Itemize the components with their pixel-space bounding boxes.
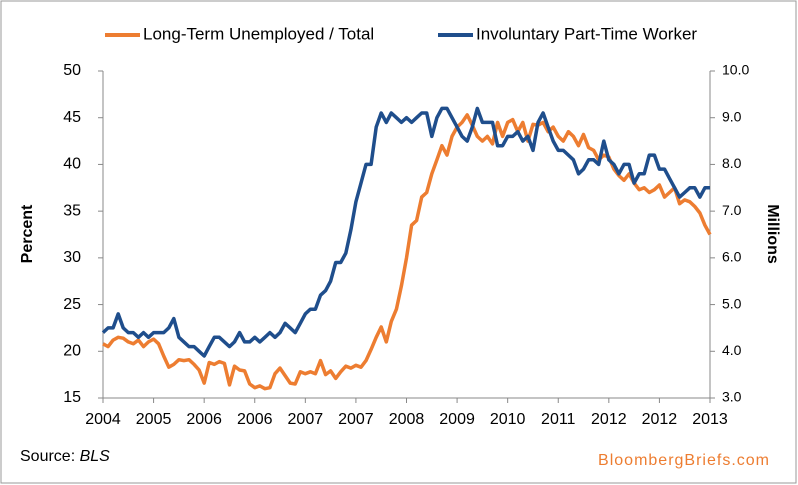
y-tick-label: 50 [63, 62, 81, 79]
x-tick-label: 2005 [136, 411, 172, 428]
legend-label: Long-Term Unemployed / Total [143, 24, 374, 43]
y-tick-label: 20 [63, 343, 81, 360]
y-tick-label: 30 [63, 249, 81, 266]
y2-tick-label: 6.0 [722, 249, 742, 265]
y-axis-title: Percent [19, 204, 36, 263]
y-tick-label: 40 [63, 156, 81, 173]
credit: BloombergBriefs.com [598, 452, 770, 469]
x-tick-label: 2011 [541, 411, 576, 428]
y-tick-label: 35 [63, 202, 81, 219]
x-tick-label: 2006 [186, 411, 222, 428]
y2-tick-label: 5.0 [722, 295, 742, 311]
source: Source: BLS [20, 448, 110, 465]
x-tick-label: 2012 [591, 411, 627, 428]
x-tick-label: 2013 [692, 411, 728, 428]
series-line [101, 106, 710, 358]
source-name: BLS [80, 448, 111, 465]
y2-tick-label: 7.0 [722, 202, 742, 218]
y-tick-label: 45 [63, 109, 81, 126]
y2-tick-label: 10.0 [722, 62, 749, 78]
y-tick-label: 25 [63, 296, 81, 313]
y2-tick-label: 3.0 [722, 389, 742, 405]
x-tick-label: 2009 [439, 411, 475, 428]
y2-tick-label: 4.0 [722, 342, 742, 358]
x-tick-label: 2010 [490, 411, 526, 428]
legend-label: Involuntary Part-Time Worker [476, 24, 697, 43]
x-tick-label: 2008 [389, 411, 425, 428]
x-tick-label: 2012 [642, 411, 678, 428]
y2-tick-label: 8.0 [722, 155, 742, 171]
source-prefix: Source: [20, 448, 75, 465]
x-tick-label: 2004 [85, 411, 121, 428]
y-tick-label: 15 [63, 389, 81, 406]
x-tick-label: 2007 [338, 411, 374, 428]
y2-axis-title: Millions [764, 204, 781, 264]
x-tick-label: 2007 [288, 411, 324, 428]
x-tick-label: 2006 [237, 411, 273, 428]
y2-tick-label: 9.0 [722, 108, 742, 124]
